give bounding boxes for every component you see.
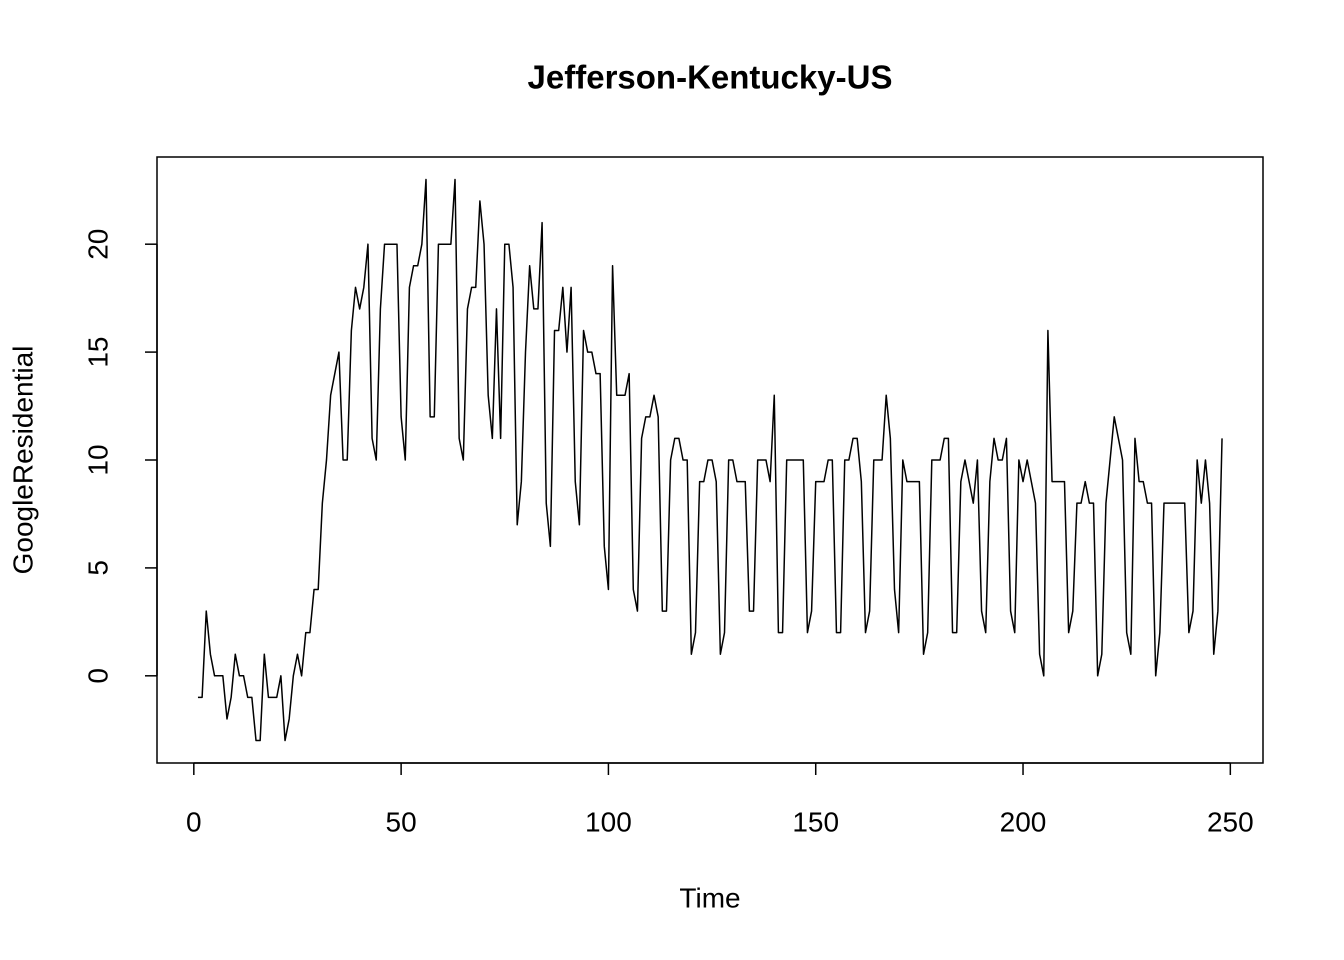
x-tick-label: 100 [585,806,632,837]
x-tick-label: 150 [792,806,839,837]
x-tick-label: 250 [1207,806,1254,837]
y-tick-label: 15 [82,337,113,368]
x-tick-label: 50 [386,806,417,837]
y-tick-label: 0 [82,668,113,684]
data-line [197,178,1223,742]
y-tick-label: 5 [82,560,113,576]
x-tick-label: 200 [1000,806,1047,837]
y-tick-label: 10 [82,444,113,475]
x-axis-label: Time [679,882,740,913]
chart-title: Jefferson-Kentucky-US [528,59,893,96]
y-axis-label: GoogleResidential [7,346,38,575]
x-tick-label: 0 [186,806,202,837]
y-tick-label: 20 [82,229,113,260]
